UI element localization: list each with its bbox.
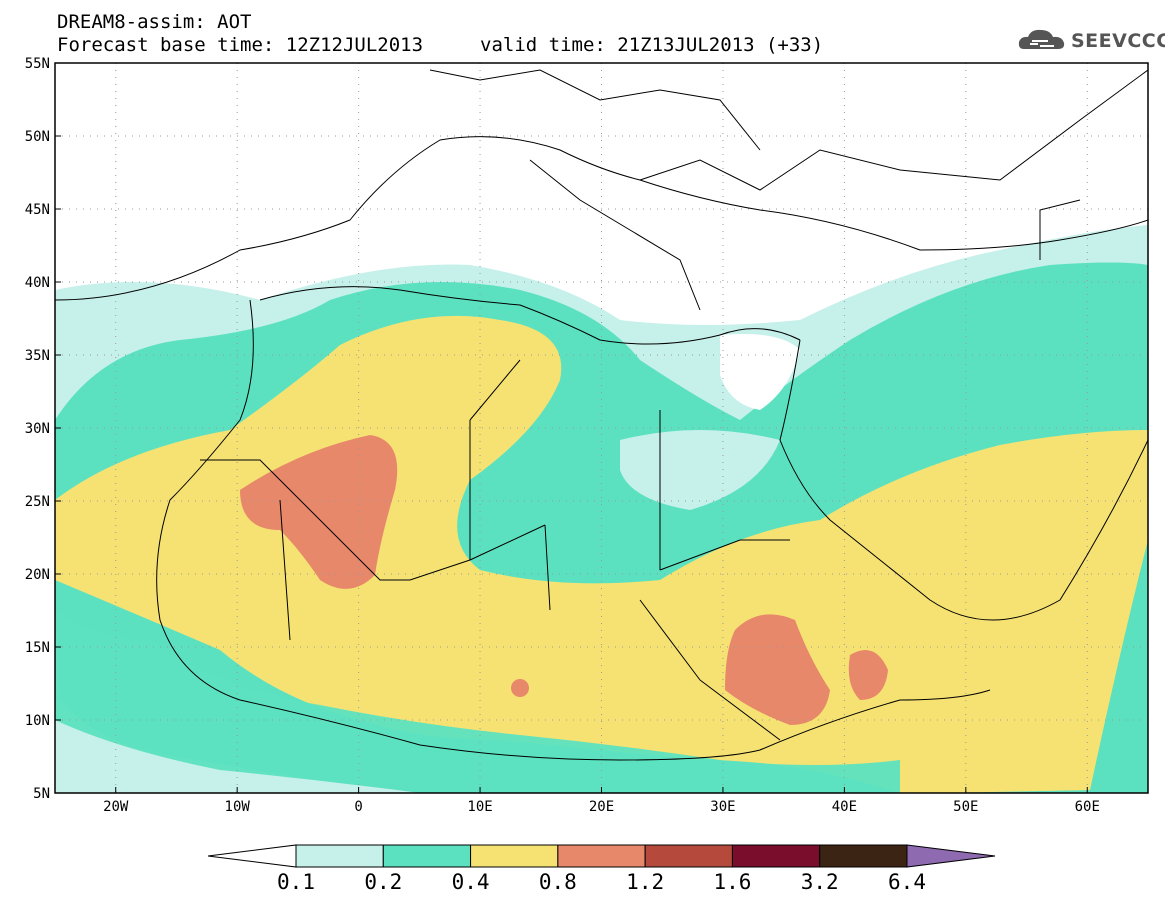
lat-label: 15N [25,640,50,656]
colorbar-label: 0.8 [539,870,577,894]
colorbar-box [470,844,559,868]
map-grid [55,63,1148,793]
colorbar-arrow-high [906,844,996,868]
aot-contour-0.4-horn [900,710,1090,793]
colorbar-label: 1.6 [713,870,751,894]
lat-label: 35N [25,348,50,364]
lon-label: 20W [103,799,129,815]
colorbar-label: 0.1 [277,870,315,894]
lon-label: 0 [354,799,362,815]
coastlines [55,69,1148,761]
colorbar: 0.1 0.2 0.4 0.8 1.2 1.6 3.2 6.4 [207,844,996,894]
lat-label: 25N [25,494,50,510]
forecast-base-time: Forecast base time: 12Z12JUL2013 [57,34,424,56]
aot-contour-0.8-ethiopia [848,650,888,700]
lat-label: 55N [25,56,50,72]
colorbar-label: 3.2 [801,870,839,894]
aot-contour-0.8-chad [511,679,529,697]
colorbar-box [731,844,821,868]
clean-air-patch [720,334,800,410]
colorbar-label: 0.4 [452,870,490,894]
lon-label: 20E [589,799,614,815]
lon-label: 30E [710,799,735,815]
lon-label: 50E [953,799,978,815]
lat-label: 45N [25,202,50,218]
aot-contour-0.8-sudan [725,614,830,725]
valid-time: valid time: 21Z13JUL2013 (+33) [480,34,824,56]
lat-label: 5N [33,786,50,802]
map-title: DREAM8-assim: AOT [57,11,252,33]
aot-contour-0.2-south [55,610,900,793]
lat-label: 10N [25,713,50,729]
colorbar-label: 1.2 [626,870,664,894]
lat-label: 50N [25,129,50,145]
lon-label: 40E [832,799,857,815]
colorbar-label: 0.2 [364,870,402,894]
aot-contour-0.1-south [55,720,420,793]
colorbar-box [382,844,472,868]
aot-contour-0.8-sahara [240,435,398,589]
map-axes: 55N 50N 45N 40N 35N 30N 25N 20N 15N 10N 5N 20W 10W 0 1… [25,56,1100,815]
colorbar-box [644,844,733,868]
lat-label: 40N [25,275,50,291]
logo-text: SEEVCCC [1071,30,1165,52]
colorbar-arrow-low [207,844,297,868]
lon-label: 60E [1075,799,1100,815]
aot-field [55,63,1148,793]
colorbar-box [295,844,384,868]
colorbar-box [557,844,646,868]
colorbar-label: 6.4 [888,870,926,894]
lon-label: 10W [225,799,251,815]
lat-label: 30N [25,421,50,437]
lat-label: 20N [25,567,50,583]
cloud-icon [1018,29,1065,49]
lon-label: 10E [467,799,492,815]
colorbar-box [819,844,908,868]
